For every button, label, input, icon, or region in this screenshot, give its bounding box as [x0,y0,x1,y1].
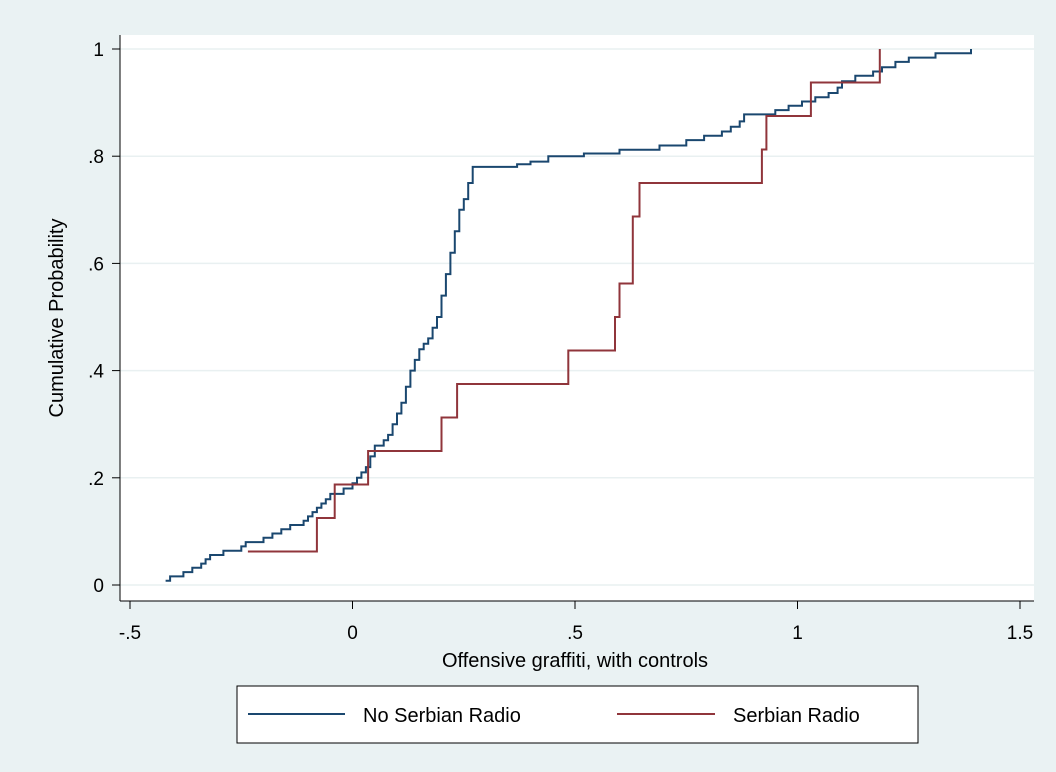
y-tick-label: 1 [93,40,104,61]
series-layer [165,49,972,582]
x-tick-label: 1 [792,623,803,644]
y-tick-label: .2 [88,469,104,490]
legend-label-no-serbian-radio: No Serbian Radio [363,705,521,727]
series-line-serbian-radio [247,49,881,553]
y-tick-label: 0 [93,576,104,597]
x-tick-label: 0 [347,623,358,644]
axes [119,35,1034,602]
tick-marks: 0 .2 .4 .6 .8 1 -.5 0 .5 1 1.5 [88,40,1033,644]
x-tick-label: -.5 [119,623,141,644]
x-tick-label: .5 [567,623,583,644]
y-tick-label: .6 [88,254,104,275]
x-tick-label: 1.5 [1007,623,1033,644]
y-tick-label: .4 [88,362,104,383]
y-axis-title: Cumulative Probability [46,219,68,418]
series-line-no-serbian-radio [165,49,972,582]
gridlines [120,48,1034,586]
y-tick-label: .8 [88,147,104,168]
legend-box [236,685,919,744]
legend-label-serbian-radio: Serbian Radio [733,705,860,727]
legend: No Serbian Radio Serbian Radio [236,685,919,744]
x-axis-title: Offensive graffiti, with controls [442,650,708,672]
plot-area [120,35,1034,601]
